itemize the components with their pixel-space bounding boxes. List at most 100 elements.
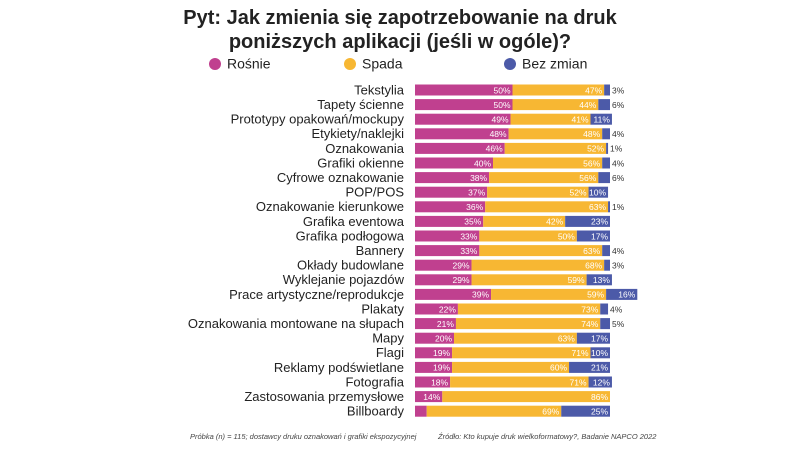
value-label: 63% — [589, 202, 606, 212]
bar-segment — [415, 318, 456, 330]
value-label: 33% — [460, 246, 477, 256]
y-tick-label: Oznakowania montowane na słupach — [188, 316, 404, 331]
value-label: 74% — [581, 319, 598, 329]
value-label: 5% — [612, 319, 625, 329]
legend-label: Bez zmian — [522, 56, 587, 72]
bar-segment — [602, 245, 610, 257]
value-label: 63% — [583, 246, 600, 256]
y-tick-label: Mapy — [372, 331, 404, 346]
bar-segment — [454, 332, 577, 344]
bar-segment — [508, 128, 603, 140]
bar-segment — [415, 288, 492, 300]
legend-label: Spada — [362, 56, 403, 72]
value-label: 4% — [612, 158, 625, 168]
bar-segment — [415, 113, 511, 125]
bar-segment — [471, 274, 587, 286]
bar-segment — [576, 230, 610, 242]
y-tick-label: Etykiety/naklejki — [312, 126, 405, 141]
value-label: 29% — [453, 260, 470, 270]
bar-segment — [606, 142, 609, 154]
bar-segment — [415, 172, 490, 184]
bar-segment — [415, 259, 472, 271]
value-label: 68% — [585, 260, 602, 270]
value-label: 23% — [591, 217, 608, 227]
value-label: 25% — [591, 406, 608, 416]
y-tick-label: Cyfrowe oznakowanie — [277, 170, 404, 185]
value-label: 52% — [570, 187, 587, 197]
value-label: 52% — [587, 144, 604, 154]
bar-segment — [415, 186, 488, 198]
y-tick-label: Grafika podłogowa — [296, 228, 405, 243]
note: Próbka (n) = 115; dostawcy druku oznakow… — [190, 432, 417, 441]
value-label: 41% — [571, 114, 588, 124]
value-label: 63% — [558, 333, 575, 343]
value-label: 69% — [542, 406, 559, 416]
bar-segment — [489, 172, 599, 184]
source: Źródło: Kto kupuje druk wielkoformatowy?… — [437, 432, 657, 441]
bar-segment — [598, 99, 610, 111]
y-tick-label: Grafiki okienne — [317, 155, 404, 170]
value-label: 6% — [612, 100, 625, 110]
bar-segment — [442, 391, 610, 403]
y-tick-label: Flagi — [376, 345, 404, 360]
value-label: 42% — [546, 217, 563, 227]
value-label: 50% — [558, 231, 575, 241]
value-label: 48% — [583, 129, 600, 139]
y-tick-label: Prototypy opakowań/mockupy — [231, 112, 405, 127]
value-label: 37% — [468, 187, 485, 197]
value-label: 39% — [472, 290, 489, 300]
y-tick-label: Zastosowania przemysłowe — [244, 389, 404, 404]
bar-segment — [608, 201, 610, 213]
bar-segment — [415, 157, 493, 169]
y-tick-label: Okłady budowlane — [297, 258, 404, 273]
y-tick-label: Bannery — [356, 243, 405, 258]
value-label: 29% — [453, 275, 470, 285]
bar-segment — [415, 361, 453, 373]
value-label: 38% — [470, 173, 487, 183]
bar-segment — [483, 215, 566, 227]
bar-segment — [590, 113, 612, 125]
bar-segment — [415, 274, 472, 286]
y-tick-label: Grafika eventowa — [303, 214, 405, 229]
value-label: 59% — [587, 290, 604, 300]
y-tick-label: Oznakowania — [325, 141, 405, 156]
value-label: 46% — [486, 144, 503, 154]
value-label: 73% — [581, 304, 598, 314]
y-tick-label: Billboardy — [347, 404, 405, 419]
legend-marker — [504, 58, 516, 70]
value-label: 59% — [568, 275, 585, 285]
y-tick-label: Tekstylia — [354, 82, 405, 97]
value-label: 4% — [610, 304, 623, 314]
value-label: 60% — [550, 363, 567, 373]
bar-segment — [415, 230, 480, 242]
value-label: 10% — [591, 348, 608, 358]
bar-segment — [600, 303, 609, 315]
chart-title: Pyt: Jak zmienia się zapotrzebowanie na … — [183, 7, 617, 53]
value-label: 1% — [610, 144, 623, 154]
value-label: 10% — [589, 187, 606, 197]
y-tick-label: Fotografia — [345, 374, 404, 389]
y-tick-label: POP/POS — [345, 185, 404, 200]
bar-segment — [493, 157, 603, 169]
value-label: 19% — [433, 348, 450, 358]
bar-segment — [415, 201, 486, 213]
value-label: 18% — [431, 377, 448, 387]
value-label: 11% — [594, 114, 611, 124]
value-label: 35% — [464, 217, 481, 227]
y-tick-label: Plakaty — [361, 301, 404, 316]
value-label: 47% — [585, 85, 602, 95]
value-label: 22% — [439, 304, 456, 314]
bar-segment — [604, 84, 610, 96]
value-label: 6% — [612, 173, 625, 183]
bar-segment — [569, 361, 610, 373]
value-label: 36% — [466, 202, 483, 212]
value-label: 50% — [493, 85, 510, 95]
bar-segment — [512, 84, 605, 96]
bar-segment — [415, 303, 458, 315]
value-label: 3% — [612, 85, 625, 95]
value-label: 71% — [571, 348, 588, 358]
y-tick-label: Wyklejanie pojazdów — [283, 272, 405, 287]
value-label: 21% — [591, 363, 608, 373]
